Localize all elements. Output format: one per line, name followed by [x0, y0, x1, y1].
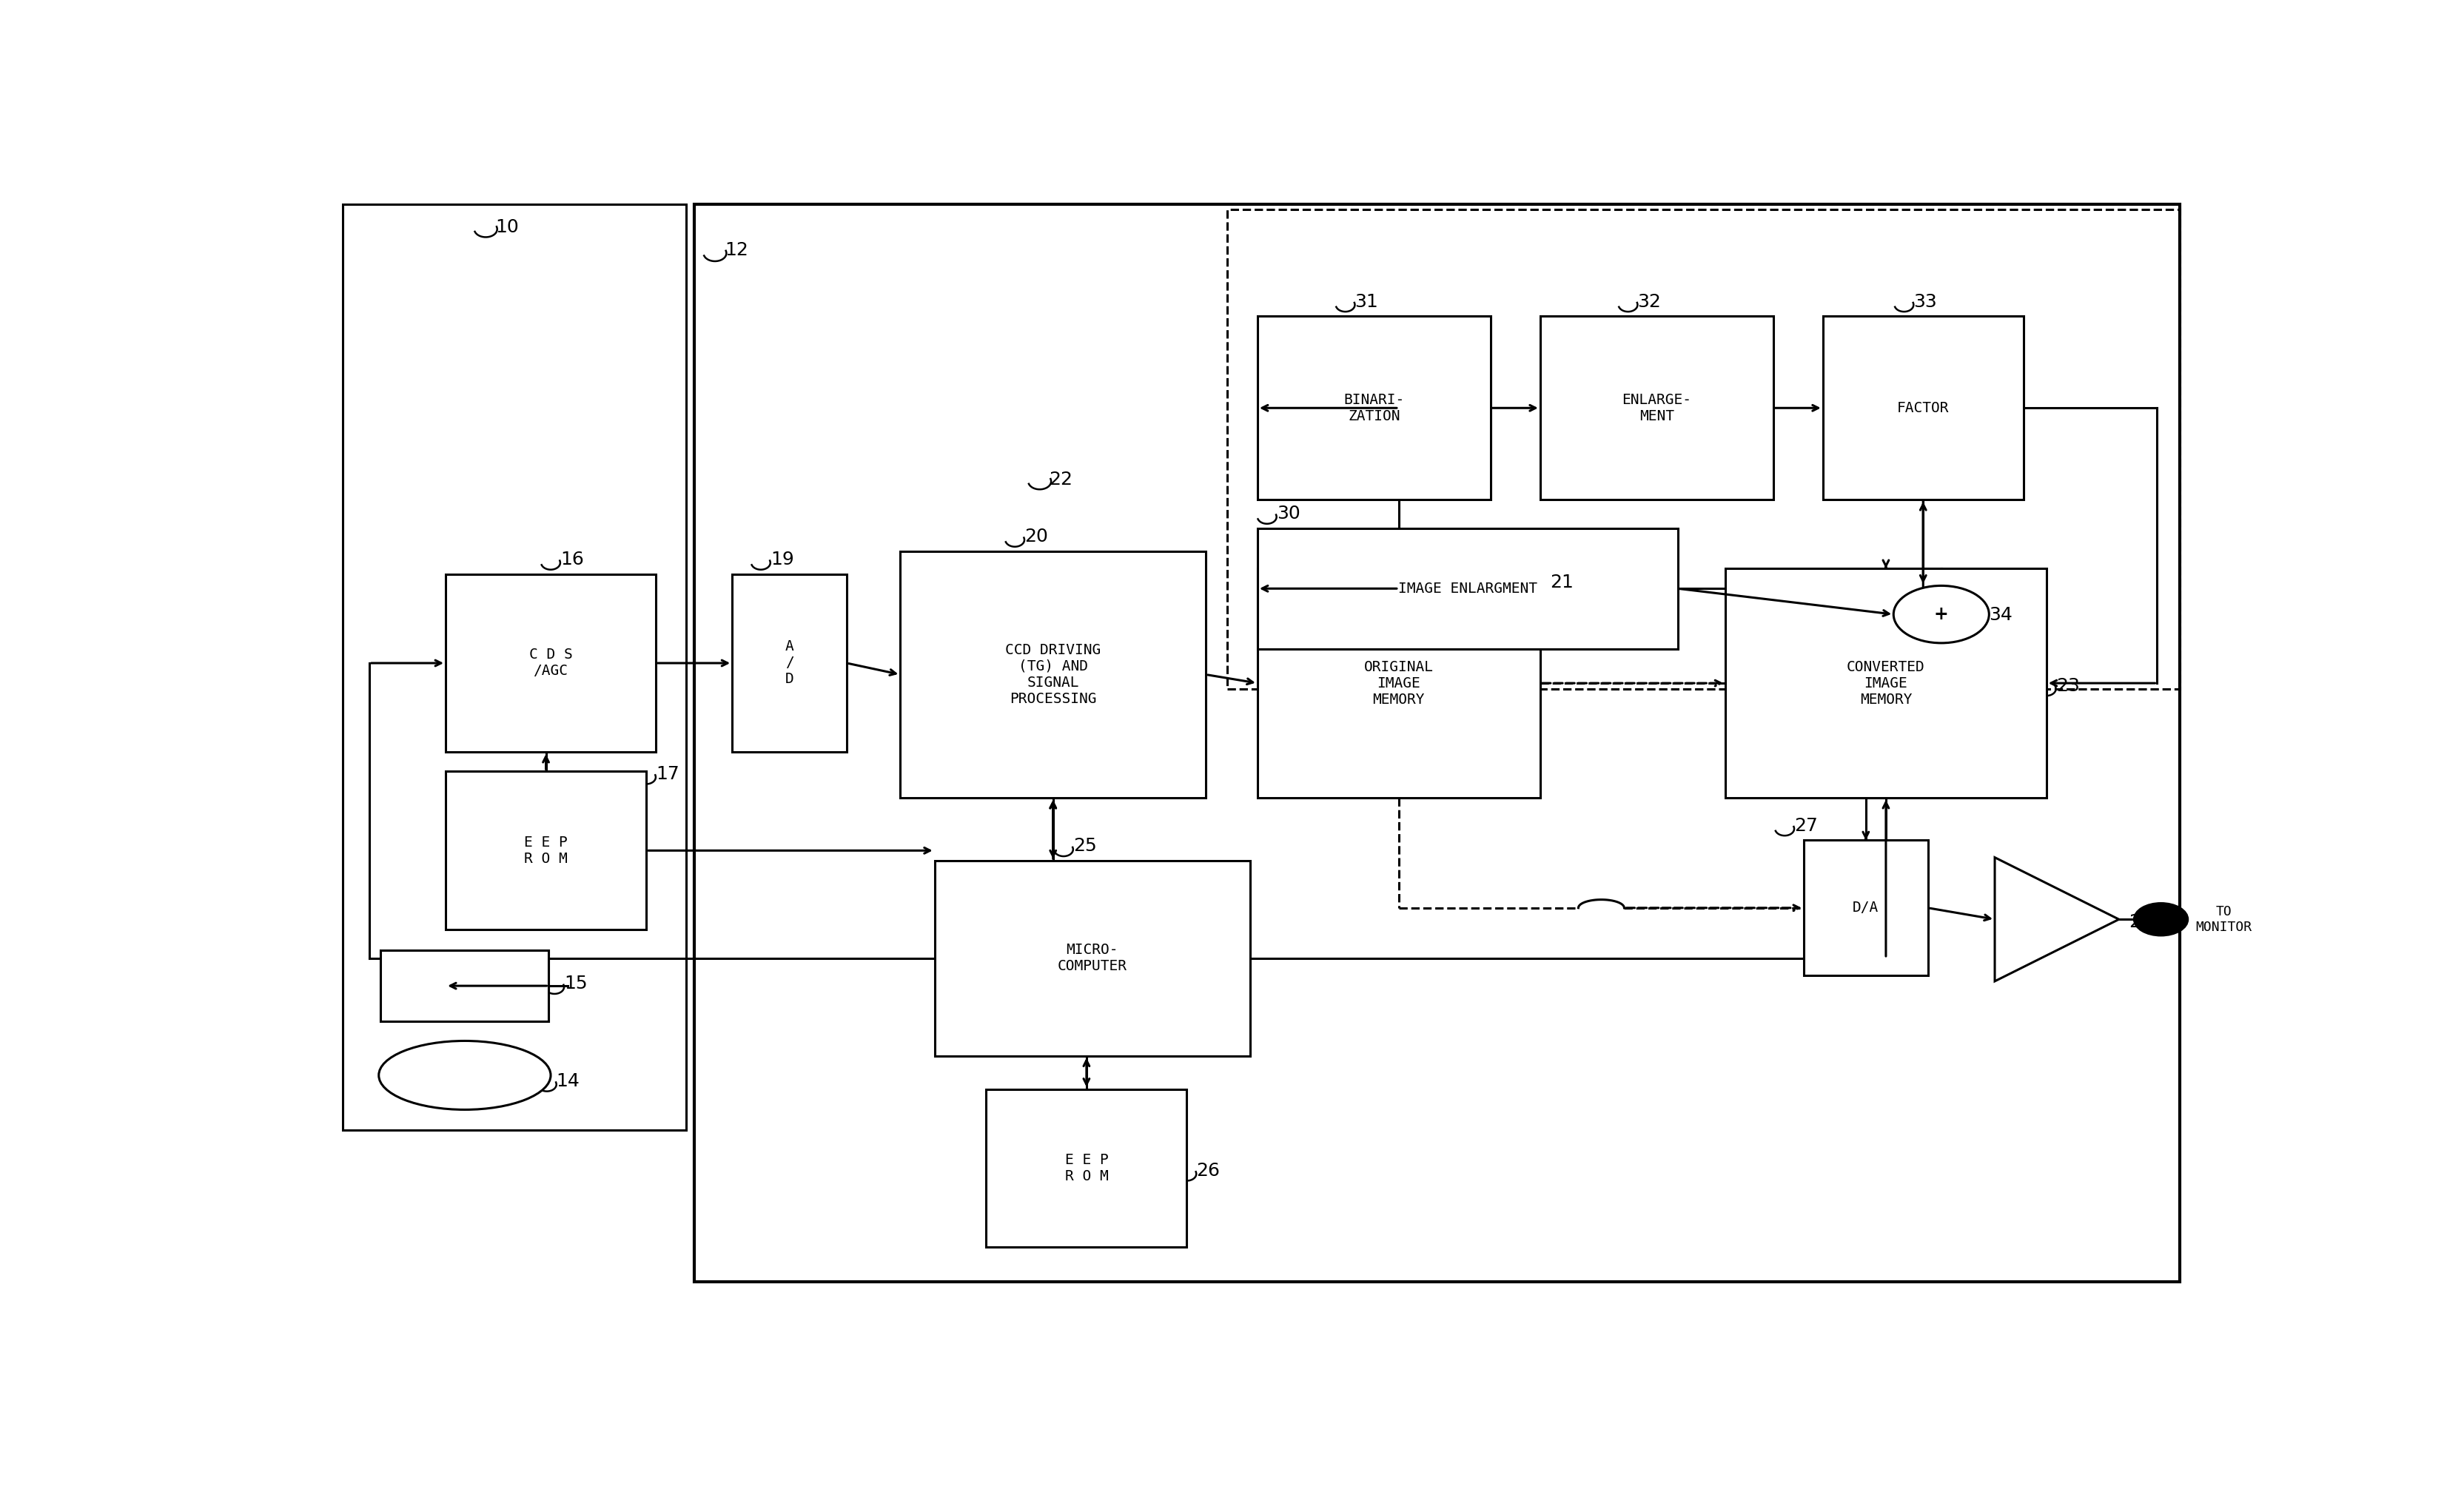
Text: 32: 32 [1636, 293, 1661, 311]
Text: 12: 12 [724, 241, 749, 259]
Text: FACTOR: FACTOR [1897, 401, 1949, 415]
Text: 33: 33 [1912, 293, 1937, 311]
FancyBboxPatch shape [732, 575, 848, 752]
Text: A
/
D: A / D [786, 640, 793, 686]
Text: 16: 16 [559, 551, 584, 569]
Text: 20: 20 [1025, 527, 1047, 545]
Text: E E P
R O M: E E P R O M [1064, 1152, 1109, 1184]
Text: 31: 31 [1355, 293, 1377, 311]
FancyBboxPatch shape [1540, 316, 1772, 500]
Text: 15: 15 [564, 975, 586, 993]
Text: E E P
R O M: E E P R O M [525, 835, 567, 865]
Text: CONVERTED
IMAGE
MEMORY: CONVERTED IMAGE MEMORY [1846, 660, 1924, 706]
FancyBboxPatch shape [899, 551, 1205, 798]
Text: 17: 17 [655, 765, 680, 783]
Polygon shape [1993, 858, 2119, 981]
Text: 14: 14 [557, 1072, 579, 1090]
FancyBboxPatch shape [1257, 529, 1678, 649]
FancyBboxPatch shape [1804, 840, 1927, 975]
Text: ENLARGE-
MENT: ENLARGE- MENT [1621, 393, 1690, 423]
FancyBboxPatch shape [379, 950, 549, 1021]
Text: C D S
/AGC: C D S /AGC [530, 648, 572, 679]
Text: IMAGE ENLARGMENT: IMAGE ENLARGMENT [1397, 582, 1538, 596]
Text: ORIGINAL
IMAGE
MEMORY: ORIGINAL IMAGE MEMORY [1363, 660, 1434, 706]
Text: CCD DRIVING
(TG) AND
SIGNAL
PROCESSING: CCD DRIVING (TG) AND SIGNAL PROCESSING [1005, 643, 1101, 706]
Text: 34: 34 [1988, 606, 2013, 624]
Text: TO
MONITOR: TO MONITOR [2195, 905, 2252, 934]
Text: 27: 27 [1794, 817, 1818, 834]
FancyBboxPatch shape [1823, 316, 2023, 500]
Text: 21: 21 [1550, 573, 1572, 591]
FancyBboxPatch shape [986, 1088, 1188, 1248]
FancyBboxPatch shape [1725, 569, 2045, 798]
FancyBboxPatch shape [379, 950, 549, 1021]
FancyBboxPatch shape [1257, 316, 1491, 500]
Text: 25: 25 [1072, 837, 1096, 855]
FancyBboxPatch shape [934, 861, 1249, 1056]
Text: 28: 28 [2129, 913, 2151, 931]
Text: 10: 10 [495, 219, 517, 237]
Text: 30: 30 [1276, 505, 1299, 523]
Text: 22: 22 [1050, 471, 1072, 488]
Text: D/A: D/A [1853, 901, 1878, 914]
Text: +: + [1934, 606, 1949, 624]
Circle shape [1892, 585, 1988, 643]
Circle shape [2134, 904, 2188, 935]
Ellipse shape [379, 1041, 549, 1109]
Text: BINARI-
ZATION: BINARI- ZATION [1343, 393, 1404, 423]
FancyBboxPatch shape [446, 771, 646, 929]
Text: MICRO-
COMPUTER: MICRO- COMPUTER [1057, 943, 1126, 974]
Text: 19: 19 [771, 551, 793, 569]
Text: 26: 26 [1195, 1161, 1220, 1179]
Text: 23: 23 [2055, 677, 2080, 694]
FancyBboxPatch shape [1257, 569, 1540, 798]
FancyBboxPatch shape [446, 575, 655, 752]
